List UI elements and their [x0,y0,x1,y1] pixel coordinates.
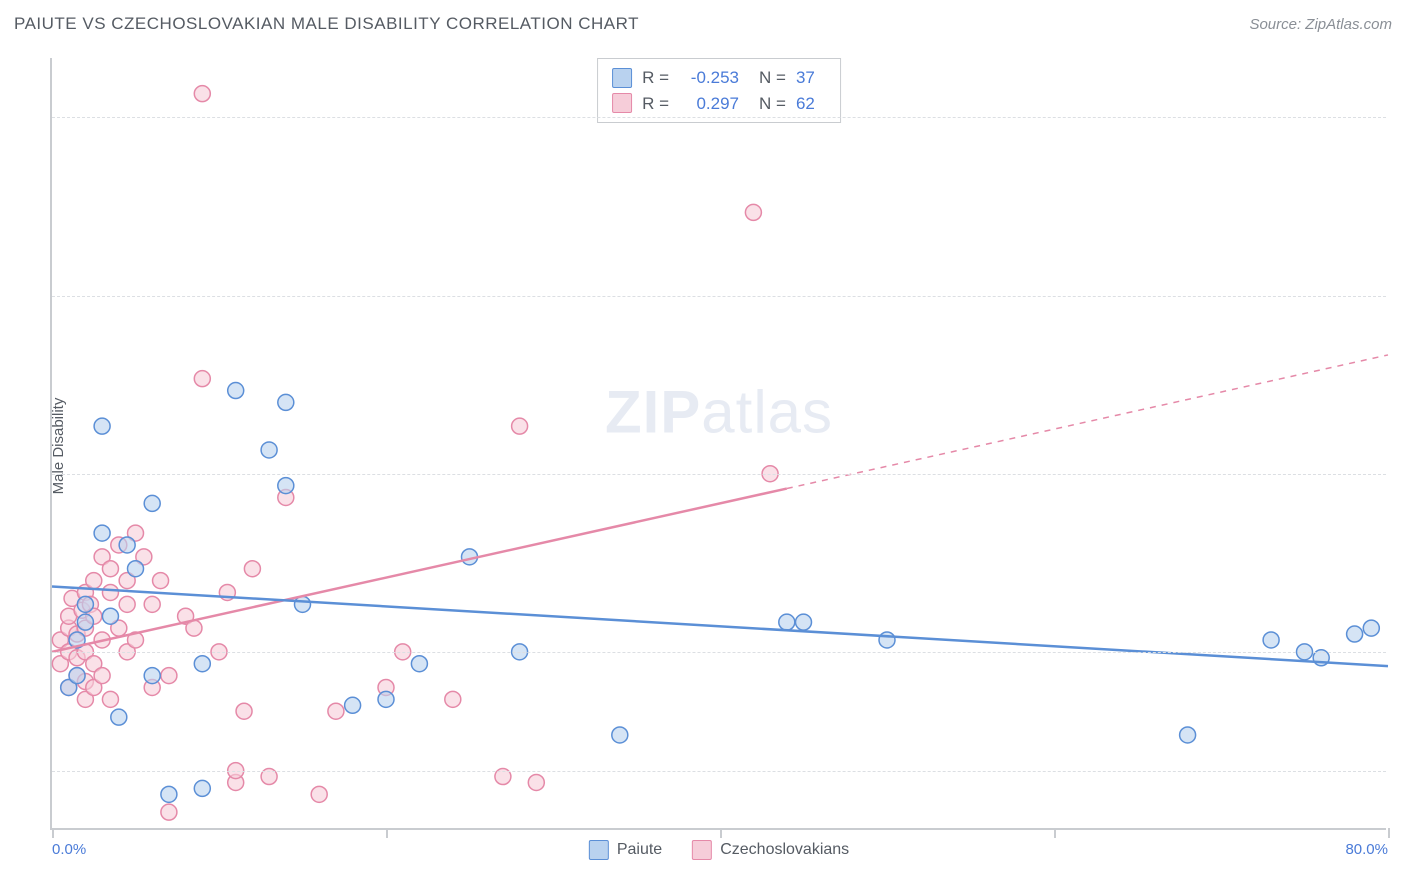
scatter-point [295,596,311,612]
scatter-point [86,573,102,589]
x-tick [386,828,388,838]
gridline-h [52,296,1386,297]
scatter-point [244,561,260,577]
scatter-point [161,668,177,684]
r-value-czech: 0.297 [679,91,739,117]
chart-title: PAIUTE VS CZECHOSLOVAKIAN MALE DISABILIT… [14,14,639,34]
scatter-point [102,584,118,600]
x-tick-label: 80.0% [1345,841,1388,858]
plot-area: ZIPatlas R = -0.253 N = 37 R = 0.297 N =… [50,58,1386,830]
source-label: Source: ZipAtlas.com [1249,16,1392,33]
scatter-point [102,561,118,577]
x-tick [1054,828,1056,838]
legend-swatch [589,840,609,860]
scatter-point [153,573,169,589]
scatter-point [94,668,110,684]
stats-row-czech: R = 0.297 N = 62 [612,91,826,117]
scatter-point [94,418,110,434]
legend-label: Paiute [617,841,662,859]
x-tick [52,828,54,838]
scatter-point [1263,632,1279,648]
scatter-point [745,204,761,220]
scatter-point [311,786,327,802]
scatter-point [144,495,160,511]
legend-item: Czechoslovakians [692,840,849,860]
scatter-point [278,478,294,494]
n-label: N = [759,65,786,91]
scatter-point [378,691,394,707]
n-value-czech: 62 [796,91,826,117]
scatter-point [77,596,93,612]
scatter-point [528,774,544,790]
scatter-point [261,442,277,458]
scatter-point [119,596,135,612]
regression-line-dashed [787,355,1388,489]
scatter-point [194,780,210,796]
scatter-point [102,608,118,624]
scatter-point [228,383,244,399]
swatch-czech [612,93,632,113]
scatter-point [69,668,85,684]
stats-legend: R = -0.253 N = 37 R = 0.297 N = 62 [597,58,841,123]
scatter-point [144,596,160,612]
r-label: R = [642,91,669,117]
scatter-point [345,697,361,713]
gridline-h [52,652,1386,653]
scatter-point [1363,620,1379,636]
scatter-point [779,614,795,630]
chart-header: PAIUTE VS CZECHOSLOVAKIAN MALE DISABILIT… [14,14,1392,34]
scatter-point [194,656,210,672]
x-tick [1388,828,1390,838]
scatter-point [411,656,427,672]
scatter-point [879,632,895,648]
scatter-point [144,668,160,684]
regression-line-solid [52,489,787,652]
scatter-point [94,525,110,541]
scatter-point [128,561,144,577]
scatter-point [194,86,210,102]
scatter-point [512,418,528,434]
scatter-point [1180,727,1196,743]
legend-label: Czechoslovakians [720,841,849,859]
n-label: N = [759,91,786,117]
gridline-h [52,771,1386,772]
scatter-point [119,537,135,553]
stats-row-paiute: R = -0.253 N = 37 [612,65,826,91]
scatter-point [278,394,294,410]
gridline-h [52,474,1386,475]
chart-svg [52,58,1386,828]
scatter-point [1347,626,1363,642]
gridline-h [52,117,1386,118]
scatter-point [161,786,177,802]
scatter-point [445,691,461,707]
scatter-point [612,727,628,743]
bottom-legend: Paiute Czechoslovakians [589,840,849,860]
scatter-point [194,371,210,387]
legend-item: Paiute [589,840,662,860]
scatter-point [102,691,118,707]
scatter-point [77,614,93,630]
scatter-point [161,804,177,820]
scatter-point [111,709,127,725]
x-tick [720,828,722,838]
swatch-paiute [612,68,632,88]
r-label: R = [642,65,669,91]
x-tick-label: 0.0% [52,841,86,858]
n-value-paiute: 37 [796,65,826,91]
regression-line [52,587,1388,667]
legend-swatch [692,840,712,860]
scatter-point [796,614,812,630]
scatter-point [236,703,252,719]
r-value-paiute: -0.253 [679,65,739,91]
scatter-point [328,703,344,719]
